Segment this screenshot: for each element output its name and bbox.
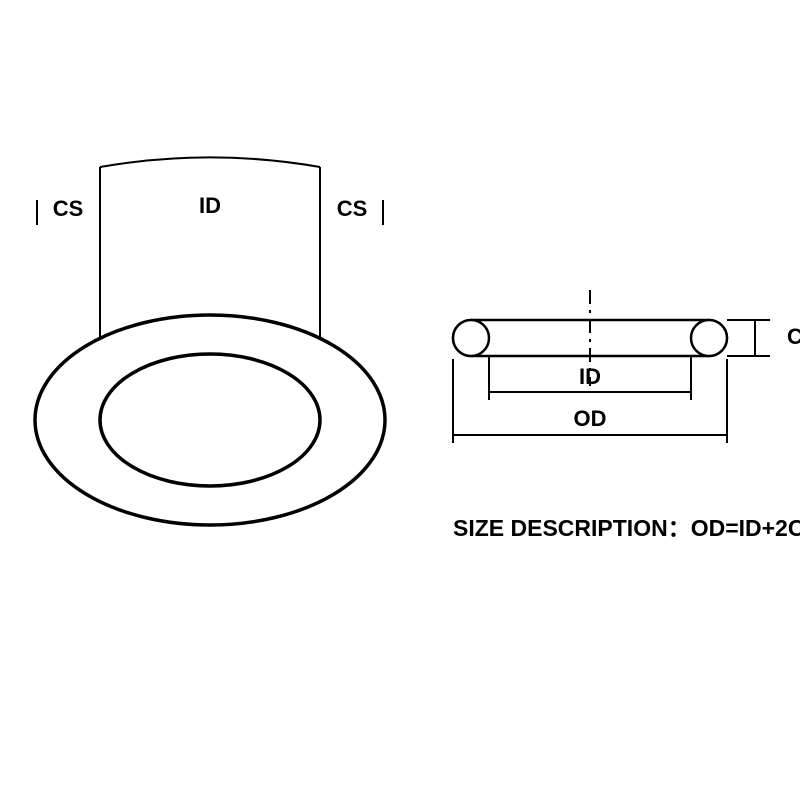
- od-label-section: OD: [574, 406, 607, 431]
- cs-label-right-iso: CS: [337, 196, 368, 221]
- oring-diagram: ID CS CS CS ID OD SIZE DESCRIPTION：OD=ID: [0, 0, 800, 800]
- id-top-arc: [100, 157, 320, 167]
- section-circle-right: [691, 320, 727, 356]
- cross-section-group: CS ID OD: [453, 290, 800, 443]
- isometric-ring-group: ID CS CS: [35, 157, 385, 525]
- ring-inner-ellipse: [100, 354, 320, 486]
- cs-label-section: CS: [787, 324, 800, 349]
- id-label-section: ID: [579, 364, 601, 389]
- size-formula: SIZE DESCRIPTION：OD=ID+2CS: [453, 515, 800, 541]
- section-circle-left: [453, 320, 489, 356]
- id-label-iso: ID: [199, 193, 221, 218]
- cs-label-left-iso: CS: [53, 196, 84, 221]
